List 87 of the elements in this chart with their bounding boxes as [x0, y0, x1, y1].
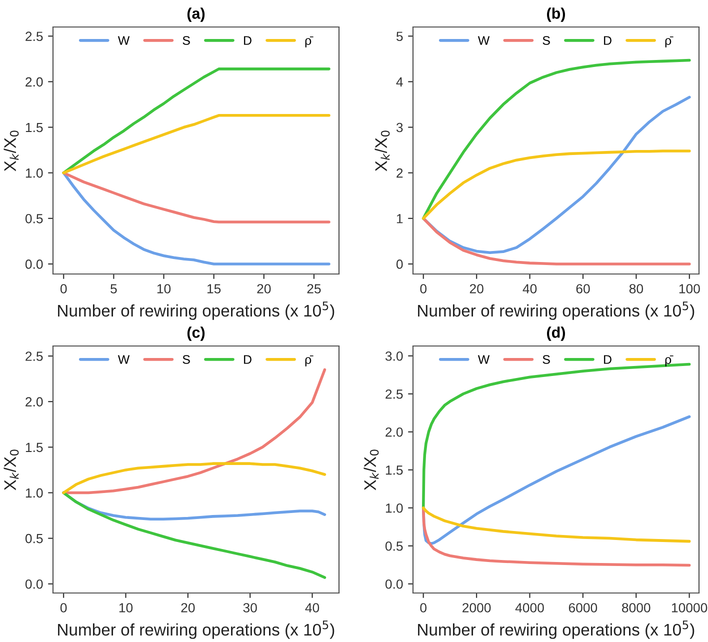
x-tick-label: 8000	[622, 603, 650, 612]
line-series	[422, 58, 691, 220]
legend-label: W	[478, 355, 490, 364]
legend-label: D	[244, 36, 252, 45]
x-axis-title: Number of rewiring operations (x 10$^{5}$)	[58, 620, 334, 639]
y-axis-title: X$_{k}$/X$_{0}$	[364, 450, 379, 490]
y-tick-label: 0.5	[25, 214, 43, 224]
y-tick-label: 1.0	[26, 168, 43, 178]
y-tick-label: 2.0	[26, 77, 43, 87]
legend-label: ρ̄	[305, 355, 314, 366]
y-axis-title: X$_{k}$/X$_{0}$	[4, 130, 19, 172]
chart-title: (b)	[547, 8, 565, 22]
chart-title: (d)	[547, 326, 565, 341]
x-axis-title: Number of rewiring operations (x 10$^{5}$)	[418, 302, 694, 320]
y-tick-label: 2.0	[386, 427, 403, 437]
y-tick-label: 1.0	[386, 503, 403, 513]
x-tick-label: 6000	[568, 603, 598, 612]
x-tick-label: 30	[243, 603, 257, 612]
y-axis-title: X$_{k}$/X$_{0}$	[374, 130, 390, 172]
x-tick-label: 10000	[672, 603, 708, 612]
chart-title: (a)	[187, 8, 205, 22]
x-axis-title: Number of rewiring operations (x 10$^{5}$)	[58, 302, 334, 320]
legend-label: W	[478, 36, 490, 45]
x-tick-label: 2000	[462, 603, 491, 612]
legend-label: D	[244, 355, 252, 364]
line-series	[422, 506, 691, 543]
line-series	[422, 217, 691, 266]
chart-title: (c)	[187, 326, 205, 341]
x-tick-label: 40	[522, 284, 537, 294]
y-tick-label: 2.0	[26, 397, 43, 407]
legend-label: D	[604, 355, 612, 364]
line-series	[422, 150, 691, 220]
y-tick-label: 0.0	[25, 579, 43, 589]
x-tick-label: 0	[420, 603, 426, 612]
y-tick-label: 0.0	[385, 579, 403, 589]
x-tick-label: 80	[629, 284, 644, 294]
x-tick-label: 4000	[515, 603, 544, 612]
y-tick-label: 4	[396, 77, 403, 86]
y-tick-label: 0.5	[25, 534, 43, 544]
legend-label: W	[118, 36, 130, 45]
x-tick-label: 15	[207, 284, 221, 294]
y-tick-label: 0.0	[25, 260, 43, 269]
line-series	[62, 462, 326, 494]
x-tick-label: 20	[470, 284, 484, 294]
line-series	[422, 506, 691, 567]
y-tick-label: 2	[396, 168, 403, 178]
x-axis-title: Number of rewiring operations (x 10$^{5}$)	[418, 620, 694, 639]
y-tick-label: 5	[396, 32, 403, 42]
legend-label: ρ̄	[305, 36, 314, 48]
legend-label: S	[182, 36, 190, 45]
y-tick-label: 3.0	[385, 351, 403, 361]
legend-label: W	[118, 355, 130, 364]
line-series	[62, 171, 330, 266]
y-tick-label: 3	[396, 122, 403, 132]
legend-label: ρ̄	[665, 355, 674, 366]
x-tick-label: 0	[60, 284, 67, 294]
x-tick-label: 100	[679, 284, 700, 294]
line-series	[62, 491, 326, 579]
x-tick-label: 10	[119, 603, 133, 612]
legend-label: S	[542, 355, 550, 364]
legend-label: D	[604, 36, 612, 45]
y-tick-label: 2.5	[26, 32, 43, 42]
legend-label: S	[182, 355, 190, 364]
line-series	[62, 114, 330, 174]
x-tick-label: 0	[60, 603, 67, 612]
y-tick-label: 1.5	[386, 466, 403, 475]
y-tick-label: 1	[396, 214, 403, 224]
y-tick-label: 1.5	[26, 122, 43, 132]
legend-label: S	[542, 36, 550, 45]
y-tick-label: 1.0	[26, 488, 43, 498]
x-tick-label: 10	[157, 284, 171, 294]
y-tick-label: 2.5	[26, 352, 43, 361]
line-series	[62, 171, 330, 224]
y-tick-label: 0	[396, 260, 403, 269]
x-tick-label: 0	[420, 284, 427, 294]
x-tick-label: 20	[257, 284, 271, 294]
x-tick-label: 40	[305, 603, 320, 612]
y-tick-label: 1.5	[26, 442, 43, 452]
x-tick-label: 25	[307, 284, 321, 294]
line-series	[62, 68, 330, 174]
x-tick-label: 60	[576, 284, 590, 294]
legend-label: ρ̄	[665, 36, 674, 48]
x-tick-label: 5	[110, 284, 117, 294]
x-tick-label: 20	[181, 603, 195, 612]
y-tick-label: 0.5	[385, 541, 403, 551]
y-axis-title: X$_{k}$/X$_{0}$	[4, 450, 19, 490]
y-tick-label: 2.5	[386, 389, 403, 399]
